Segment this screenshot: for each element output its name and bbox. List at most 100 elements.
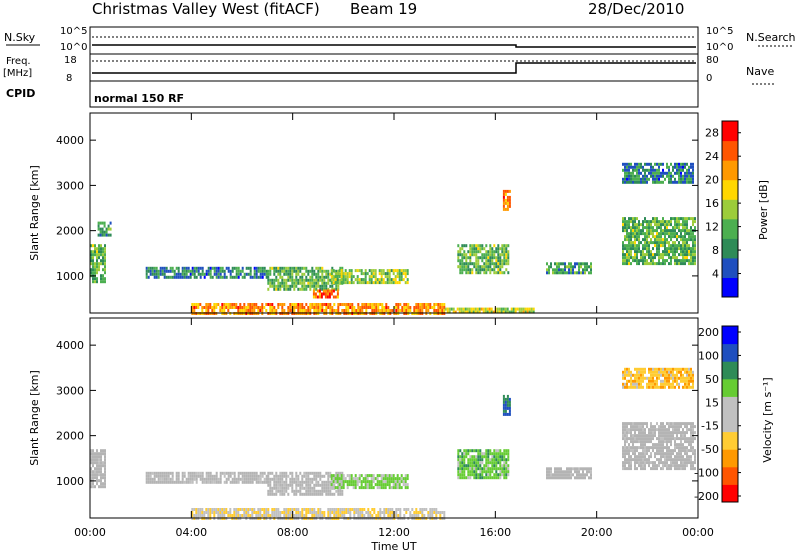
power-echo-cell	[382, 272, 385, 276]
velocity-echo-cell	[558, 470, 560, 474]
velocity-echo-cell	[104, 461, 106, 465]
power-echo-cell	[94, 277, 96, 281]
velocity-xtick-label: 08:00	[277, 526, 309, 539]
velocity-echo-cell	[666, 461, 668, 465]
power-echo-cell	[622, 220, 624, 224]
power-echo-cell	[384, 275, 387, 279]
velocity-echo-cell	[104, 467, 106, 471]
power-echo-cell	[287, 284, 290, 288]
power-echo-cell	[506, 310, 509, 314]
velocity-echo-cell	[489, 476, 492, 480]
power-echo-cell	[371, 306, 374, 309]
velocity-echo-cell	[668, 367, 670, 371]
velocity-echo-cell	[632, 434, 634, 438]
velocity-echo-cell	[487, 458, 490, 462]
velocity-echo-cell	[570, 476, 572, 480]
power-echo-cell	[400, 275, 403, 279]
velocity-echo-cell	[628, 367, 630, 371]
velocity-echo-cell	[644, 461, 646, 465]
velocity-echo-cell	[469, 455, 472, 459]
power-echo-cell	[460, 310, 463, 314]
power-echo-cell	[660, 162, 662, 166]
velocity-echo-cell	[628, 422, 630, 426]
velocity-echo-cell	[303, 471, 306, 475]
power-echo-cell	[273, 287, 276, 291]
velocity-echo-cell	[686, 440, 688, 444]
velocity-echo-cell	[277, 483, 280, 487]
velocity-echo-cell	[564, 470, 566, 474]
power-echo-cell	[271, 266, 274, 270]
velocity-echo-cell	[191, 508, 194, 511]
power-echo-cell	[491, 259, 494, 263]
power-echo-cell	[355, 309, 358, 312]
velocity-echo-cell	[360, 474, 363, 478]
power-echo-cell	[419, 303, 422, 306]
power-echo-cell	[686, 256, 688, 260]
power-echo-cell	[634, 223, 636, 227]
velocity-echo-cell	[90, 461, 92, 465]
power-echo-cell	[221, 306, 224, 309]
velocity-echo-cell	[299, 480, 302, 484]
power-echo-cell	[273, 309, 276, 312]
power-echo-cell	[279, 275, 282, 279]
velocity-echo-cell	[279, 477, 282, 481]
power-echo-cell	[626, 256, 628, 260]
velocity-echo-cell	[289, 471, 292, 475]
power-echo-cell	[554, 268, 556, 272]
velocity-echo-cell	[175, 477, 178, 481]
velocity-echo-cell	[348, 474, 351, 478]
velocity-echo-cell	[568, 470, 570, 474]
power-echo-cell	[413, 309, 416, 312]
velocity-echo-cell	[195, 480, 198, 484]
velocity-echo-cell	[660, 449, 662, 453]
velocity-echo-cell	[177, 480, 180, 484]
power-echo-cell	[235, 303, 238, 306]
velocity-echo-cell	[692, 379, 694, 383]
velocity-echo-cell	[652, 446, 654, 450]
velocity-echo-cell	[247, 508, 250, 511]
power-echo-cell	[682, 217, 684, 221]
velocity-echo-cell	[100, 452, 102, 456]
velocity-echo-cell	[311, 489, 314, 493]
velocity-echo-cell	[684, 437, 686, 441]
power-echo-cell	[678, 168, 680, 172]
power-echo-cell	[666, 226, 668, 230]
power-echo-cell	[388, 281, 391, 285]
velocity-echo-cell	[285, 514, 288, 517]
power-echo-cell	[261, 309, 264, 312]
power-echo-cell	[666, 247, 668, 251]
power-echo-cell	[504, 192, 507, 196]
power-echo-cell	[323, 287, 326, 291]
power-echo-cell	[359, 309, 362, 312]
velocity-echo-cell	[263, 511, 266, 514]
velocity-echo-cell	[321, 511, 324, 514]
power-echo-cell	[682, 165, 684, 169]
velocity-echo-cell	[628, 443, 630, 447]
velocity-echo-cell	[177, 474, 180, 478]
velocity-echo-cell	[506, 400, 509, 404]
power-echo-cell	[96, 253, 98, 257]
velocity-echo-cell	[358, 477, 361, 481]
velocity-echo-cell	[346, 474, 349, 478]
velocity-echo-cell	[161, 471, 164, 475]
power-echo-cell	[287, 306, 290, 309]
power-echo-cell	[562, 262, 564, 266]
power-echo-cell	[479, 271, 482, 275]
power-echo-cell	[636, 238, 638, 242]
power-echo-cell	[469, 247, 472, 251]
velocity-echo-cell	[692, 425, 694, 429]
velocity-echo-cell	[688, 449, 690, 453]
power-echo-cell	[644, 217, 646, 221]
velocity-echo-cell	[477, 467, 480, 471]
velocity-echo-cell	[330, 483, 333, 487]
velocity-echo-cell	[104, 473, 106, 477]
velocity-echo-cell	[684, 385, 686, 389]
power-echo-cell	[477, 250, 480, 254]
power-echo-cell	[508, 201, 511, 205]
power-echo-cell	[506, 195, 509, 199]
velocity-colorbar-tick-label: 15	[705, 396, 719, 409]
power-echo-cell	[664, 223, 666, 227]
power-echo-cell	[680, 223, 682, 227]
velocity-echo-cell	[475, 473, 478, 477]
velocity-echo-cell	[209, 480, 212, 484]
